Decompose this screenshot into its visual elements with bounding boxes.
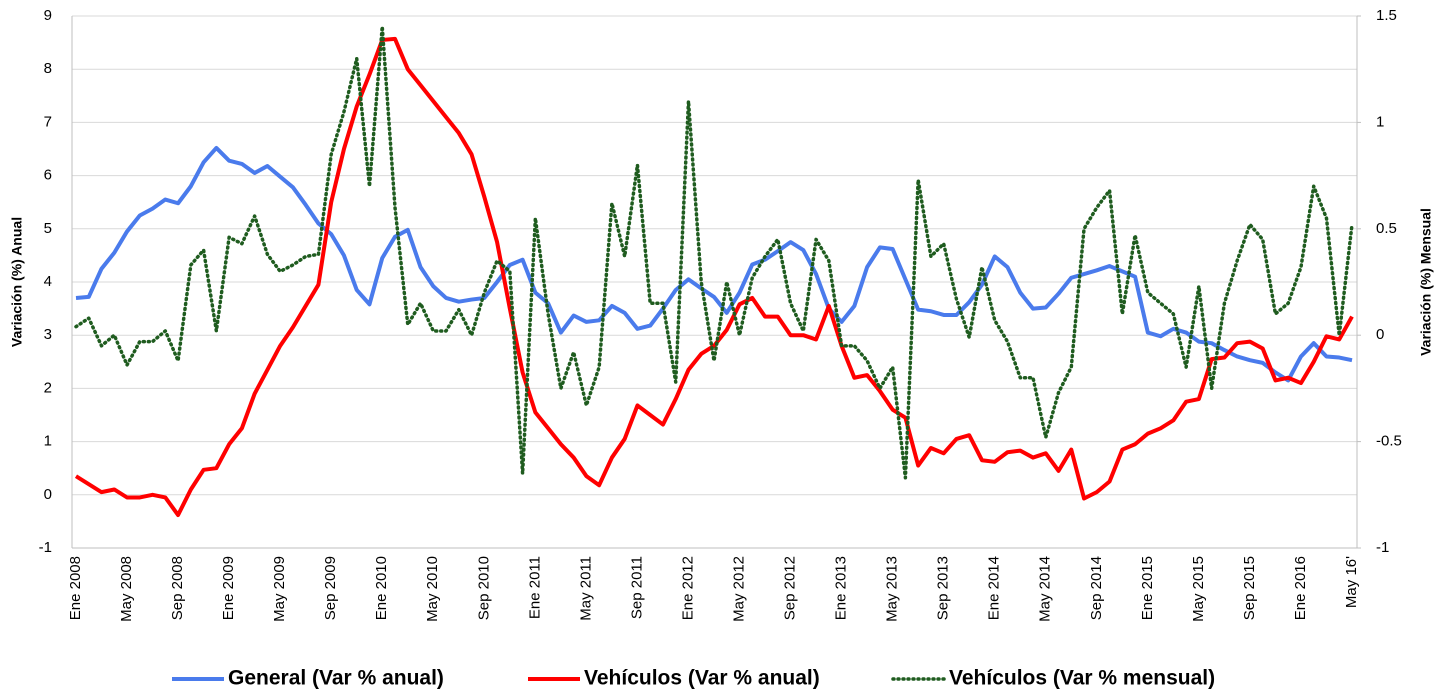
x-tick-label: Sep 2010	[475, 556, 492, 620]
y-tick-label: 1	[44, 433, 52, 450]
x-tick-label: May 2009	[271, 556, 288, 622]
y-tick-label: 6	[44, 167, 52, 184]
series-line	[75, 145, 1353, 383]
x-tick-label: Ene 2016	[1292, 556, 1309, 620]
x-tick-label: Ene 2009	[220, 556, 237, 620]
x-tick-label: Sep 2014	[1088, 556, 1105, 620]
y2-tick-label: 1	[1376, 113, 1384, 130]
x-tick-label: Ene 2015	[1139, 556, 1156, 620]
legend-label: Vehículos (Var % mensual)	[949, 667, 1215, 690]
x-tick-label: May 2015	[1190, 556, 1207, 622]
y2-tick-label: 0.5	[1376, 220, 1397, 237]
y-tick-label: 7	[44, 113, 52, 130]
x-tick-label: May 2014	[1037, 556, 1054, 622]
series-line	[74, 36, 1354, 518]
y2-tick-label: 0	[1376, 326, 1384, 343]
x-tick-label: Ene 2008	[67, 556, 84, 620]
y-tick-label: 5	[44, 220, 52, 237]
y2-axis-title: Variación (%) Mensual	[1418, 208, 1434, 356]
y-tick-label: 2	[44, 379, 52, 396]
y-tick-label: 0	[44, 486, 52, 503]
x-tick-label: May 2008	[118, 556, 135, 622]
x-tick-label: May 2011	[577, 556, 594, 621]
series-line	[74, 24, 1354, 480]
y-tick-label: -1	[39, 539, 52, 556]
y-tick-label: 8	[44, 60, 52, 77]
x-tick-label: May 2013	[884, 556, 901, 622]
x-tick-label: Ene 2014	[986, 556, 1003, 620]
x-tick-label: Ene 2010	[373, 556, 390, 620]
y-tick-label: 9	[44, 7, 52, 24]
x-tick-label: Sep 2015	[1241, 556, 1258, 620]
x-tick-label: Sep 2011	[628, 556, 645, 619]
legend-label: Vehículos (Var % anual)	[584, 667, 820, 690]
y-tick-label: 4	[44, 273, 52, 290]
x-tick-label: Sep 2008	[169, 556, 186, 620]
x-tick-label: Ene 2012	[679, 556, 696, 620]
x-tick-label: May 2012	[730, 556, 747, 622]
y-axis-title: Variación (%) Anual	[9, 217, 25, 347]
x-tick-label: Sep 2013	[935, 556, 952, 620]
y2-tick-label: -0.5	[1376, 433, 1402, 450]
x-tick-label: Sep 2009	[322, 556, 339, 620]
x-tick-label: Ene 2013	[833, 556, 850, 620]
x-tick-label: Sep 2012	[782, 556, 799, 620]
y-tick-label: 3	[44, 326, 52, 343]
y2-tick-label: -1	[1376, 539, 1389, 556]
x-tick-label: May 2010	[424, 556, 441, 622]
x-tick-label: May 16'	[1343, 556, 1360, 608]
legend-label: General (Var % anual)	[228, 667, 444, 690]
x-tick-label: Ene 2011	[526, 556, 543, 619]
y2-tick-label: 1.5	[1376, 7, 1397, 24]
